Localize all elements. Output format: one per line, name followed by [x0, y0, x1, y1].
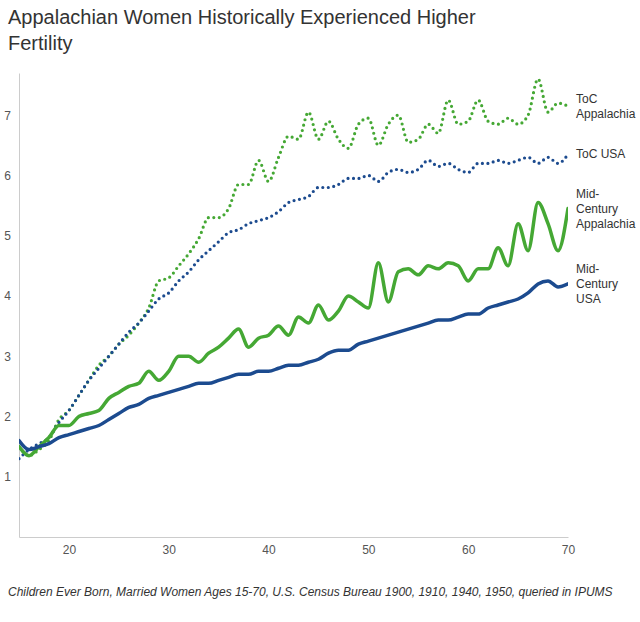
tick: 30: [163, 537, 177, 557]
tick-label: 2: [4, 410, 11, 424]
series-label: ToCAppalachia: [576, 92, 636, 121]
tick-label: 70: [562, 543, 576, 557]
tick: 2: [4, 410, 19, 424]
tick: 1: [4, 470, 19, 484]
text-line: Century: [576, 277, 618, 291]
tick-label: 20: [63, 543, 77, 557]
y-axis: 1 2 3 4 5 6 7: [4, 74, 19, 538]
tick: 6: [4, 169, 19, 183]
tick-label: 40: [262, 543, 276, 557]
line: [19, 281, 568, 450]
axis-line: [20, 537, 569, 538]
series-labels: ToCAppalachiaToC USAMid-CenturyAppalachi…: [576, 92, 636, 306]
tick-label: 4: [4, 289, 11, 303]
tick: 3: [4, 350, 19, 364]
tick: 50: [362, 537, 376, 557]
tick-label: 50: [362, 543, 376, 557]
text-line: Century: [576, 202, 618, 216]
caption: Children Ever Born, Married Women Ages 1…: [8, 585, 613, 599]
line: [19, 79, 568, 456]
tick: 70: [562, 537, 576, 557]
plot-area: [19, 79, 568, 459]
title: Appalachian Women Historically Experienc…: [8, 6, 476, 54]
text-line: Appalachian Women Historically Experienc…: [8, 6, 476, 28]
text-line: ToC USA: [576, 147, 625, 161]
tick: 40: [262, 537, 276, 557]
axis-line: [19, 74, 20, 538]
x-axis: 20 30 40 50 60 70: [20, 537, 576, 557]
series-label: Mid-CenturyAppalachia: [576, 187, 636, 231]
text-line: Appalachia: [576, 217, 636, 231]
tick: 20: [63, 537, 77, 557]
tick-label: 30: [163, 543, 177, 557]
series-label: ToC USA: [576, 147, 625, 161]
text-line: ToC: [576, 92, 598, 106]
tick: 5: [4, 229, 19, 243]
tick-label: 6: [4, 169, 11, 183]
text-line: USA: [576, 292, 601, 306]
text-line: Appalachia: [576, 107, 636, 121]
tick: 7: [4, 109, 19, 123]
tick: 4: [4, 289, 19, 303]
text-line: Fertility: [8, 32, 72, 54]
tick-label: 60: [462, 543, 476, 557]
series-label: Mid-CenturyUSA: [576, 262, 618, 306]
tick-label: 7: [4, 109, 11, 123]
tick-label: 1: [4, 470, 11, 484]
tick-label: 5: [4, 229, 11, 243]
tick-label: 3: [4, 350, 11, 364]
line: [19, 154, 568, 458]
line: [19, 203, 568, 456]
chart: Appalachian Women Historically Experienc…: [0, 0, 640, 622]
text-line: Children Ever Born, Married Women Ages 1…: [8, 585, 613, 599]
text-line: Mid-: [576, 262, 599, 276]
text-line: Mid-: [576, 187, 599, 201]
tick: 60: [462, 537, 476, 557]
